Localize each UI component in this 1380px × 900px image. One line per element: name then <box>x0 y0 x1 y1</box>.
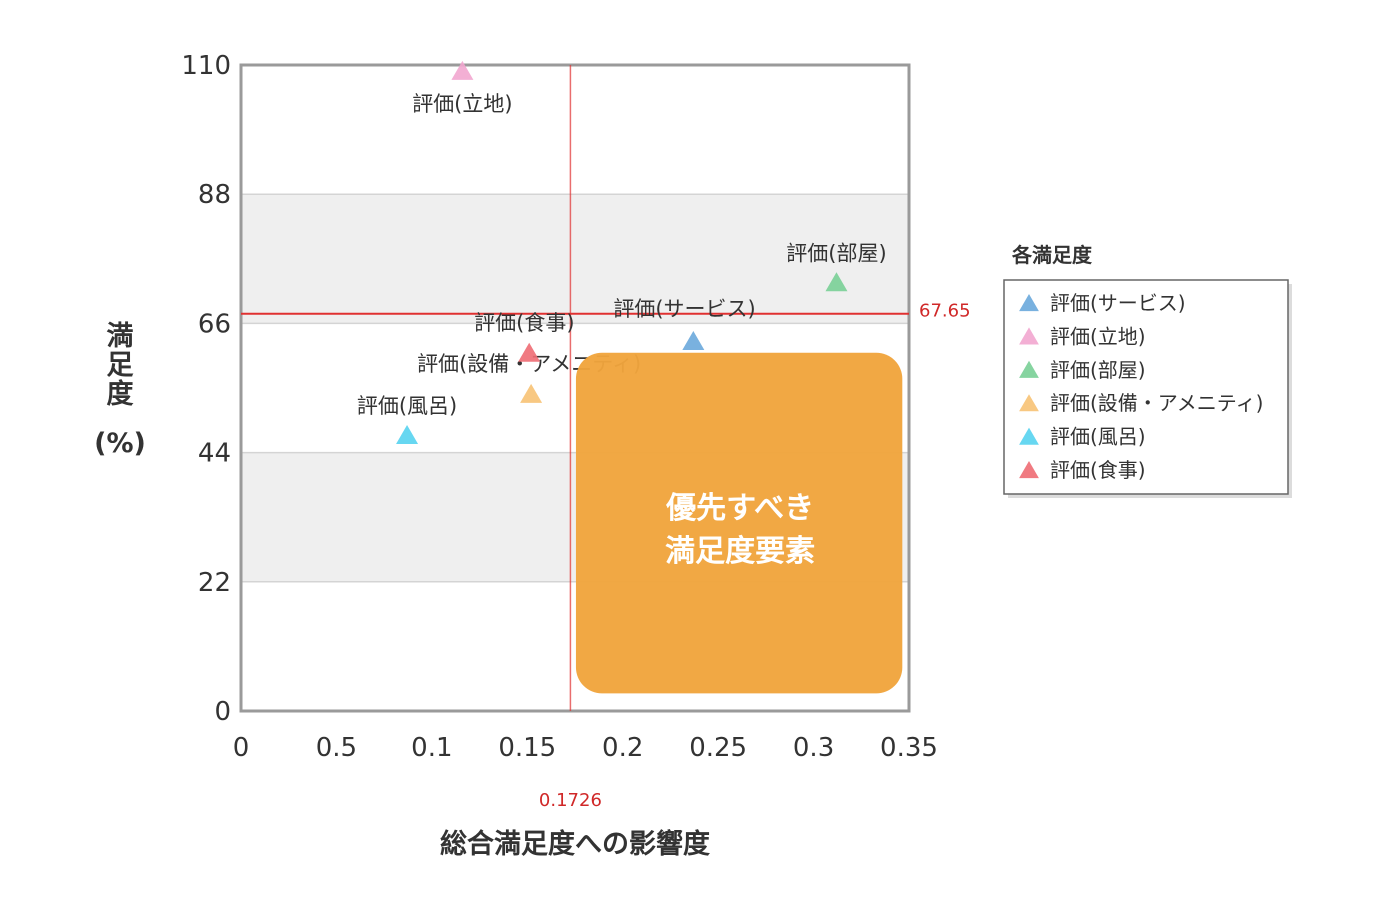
y-axis-title-char: 満 <box>107 321 134 352</box>
y-axis-title-char: 度 <box>107 378 134 410</box>
data-point-marker <box>396 424 419 444</box>
x-reference-label: 0.1726 <box>539 790 602 811</box>
y-tick-label: 66 <box>198 309 231 339</box>
legend-marker <box>1019 427 1039 445</box>
y-tick-label: 22 <box>198 568 231 598</box>
legend-item-label: 評価(食事) <box>1050 458 1146 482</box>
callout-text: 満足度要素 <box>665 534 815 569</box>
data-point-label: 評価(部屋) <box>786 241 886 265</box>
y-axis-title: 満足度 <box>107 321 134 410</box>
legend-item-label: 評価(部屋) <box>1050 358 1146 382</box>
x-tick-label: 0.5 <box>316 733 357 763</box>
legend-box <box>1003 279 1289 495</box>
grid-band <box>241 194 909 324</box>
x-tick-label: 0.3 <box>793 733 834 763</box>
data-point-marker <box>682 331 705 351</box>
y-tick-label: 0 <box>214 697 231 727</box>
x-tick-label: 0.1 <box>411 733 452 763</box>
data-point-marker <box>451 60 474 80</box>
legend-item-label: 評価(立地) <box>1050 324 1146 348</box>
legend-item-label: 評価(風呂) <box>1050 425 1146 449</box>
legend-item-label: 評価(サービス) <box>1050 291 1186 315</box>
data-point-marker <box>520 383 543 403</box>
legend-marker <box>1019 461 1039 479</box>
plot-frame <box>239 63 911 713</box>
y-tick-label: 88 <box>198 180 231 210</box>
legend-marker <box>1019 327 1039 345</box>
data-point-label: 評価(風呂) <box>357 394 457 418</box>
x-tick-label: 0.15 <box>498 733 556 763</box>
callout-text: 優先すべき <box>665 491 814 526</box>
x-tick-label: 0.35 <box>880 733 938 763</box>
reference-lines: 0.1726 67.65 <box>241 65 971 811</box>
legend-marker <box>1019 360 1039 378</box>
x-tick-label: 0.25 <box>689 733 747 763</box>
data-point-label: 評価(食事) <box>474 311 574 335</box>
x-tick-label: 0 <box>233 733 250 763</box>
y-reference-label: 67.65 <box>919 301 971 322</box>
y-axis-unit: (%) <box>94 428 146 459</box>
data-point-label: 評価(サービス) <box>613 297 755 321</box>
x-axis-title: 総合満足度への影響度 <box>440 828 710 860</box>
y-tick-label: 110 <box>181 51 231 81</box>
legend-item-label: 評価(設備・アメニティ) <box>1050 391 1263 415</box>
y-tick-labels: 0 22 44 66 88 110 <box>181 51 231 727</box>
data-point-marker <box>825 272 848 292</box>
data-point-label: 評価(立地) <box>412 92 512 116</box>
legend-marker <box>1019 394 1039 412</box>
data-point-marker <box>518 342 541 362</box>
callout-box <box>575 352 903 694</box>
y-tick-label: 44 <box>198 439 231 469</box>
legend: 評価(サービス) 評価(立地) 評価(部屋) 評価(設備・アメニティ) 評価(風呂) 評価… <box>1003 279 1292 498</box>
data-points: 評価(サービス)評価(立地)評価(部屋)評価(設備・アメニティ)評価(風呂)評価… <box>357 60 887 444</box>
x-tick-labels: 0 0.5 0.1 0.15 0.2 0.25 0.3 0.35 <box>233 733 938 763</box>
x-tick-label: 0.2 <box>602 733 643 763</box>
legend-title: 各満足度 <box>1011 243 1093 267</box>
y-axis-title-char: 足 <box>107 350 134 381</box>
legend-marker <box>1019 294 1039 312</box>
